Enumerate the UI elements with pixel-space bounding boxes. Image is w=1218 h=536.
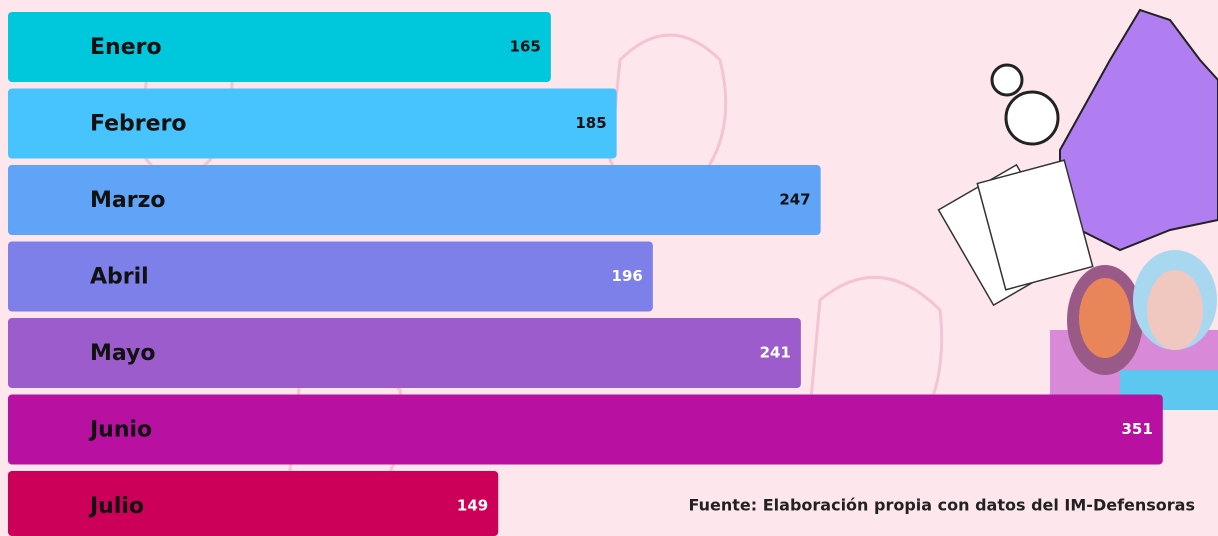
illustration	[937, 8, 1218, 410]
category-label: Julio	[88, 494, 144, 519]
value-label: 247	[779, 191, 810, 209]
bar	[8, 318, 801, 388]
category-label: Febrero	[90, 112, 187, 137]
category-label: Mayo	[90, 341, 156, 366]
value-label: 185	[575, 114, 606, 132]
value-label: 149	[457, 497, 488, 515]
category-label: Enero	[90, 35, 162, 60]
value-label: 351	[1121, 420, 1152, 438]
bar	[8, 165, 821, 235]
category-label: Abril	[90, 265, 149, 290]
bar	[8, 394, 1163, 465]
source-note: Fuente: Elaboración propia con datos del…	[689, 496, 1196, 515]
bar	[8, 12, 551, 82]
bar	[8, 471, 499, 536]
bar	[8, 241, 653, 312]
category-label: Marzo	[90, 188, 166, 213]
bar	[8, 88, 617, 159]
value-label: 196	[612, 267, 643, 285]
value-label: 165	[510, 38, 541, 56]
category-label: Junio	[88, 418, 152, 443]
value-label: 241	[760, 344, 791, 362]
